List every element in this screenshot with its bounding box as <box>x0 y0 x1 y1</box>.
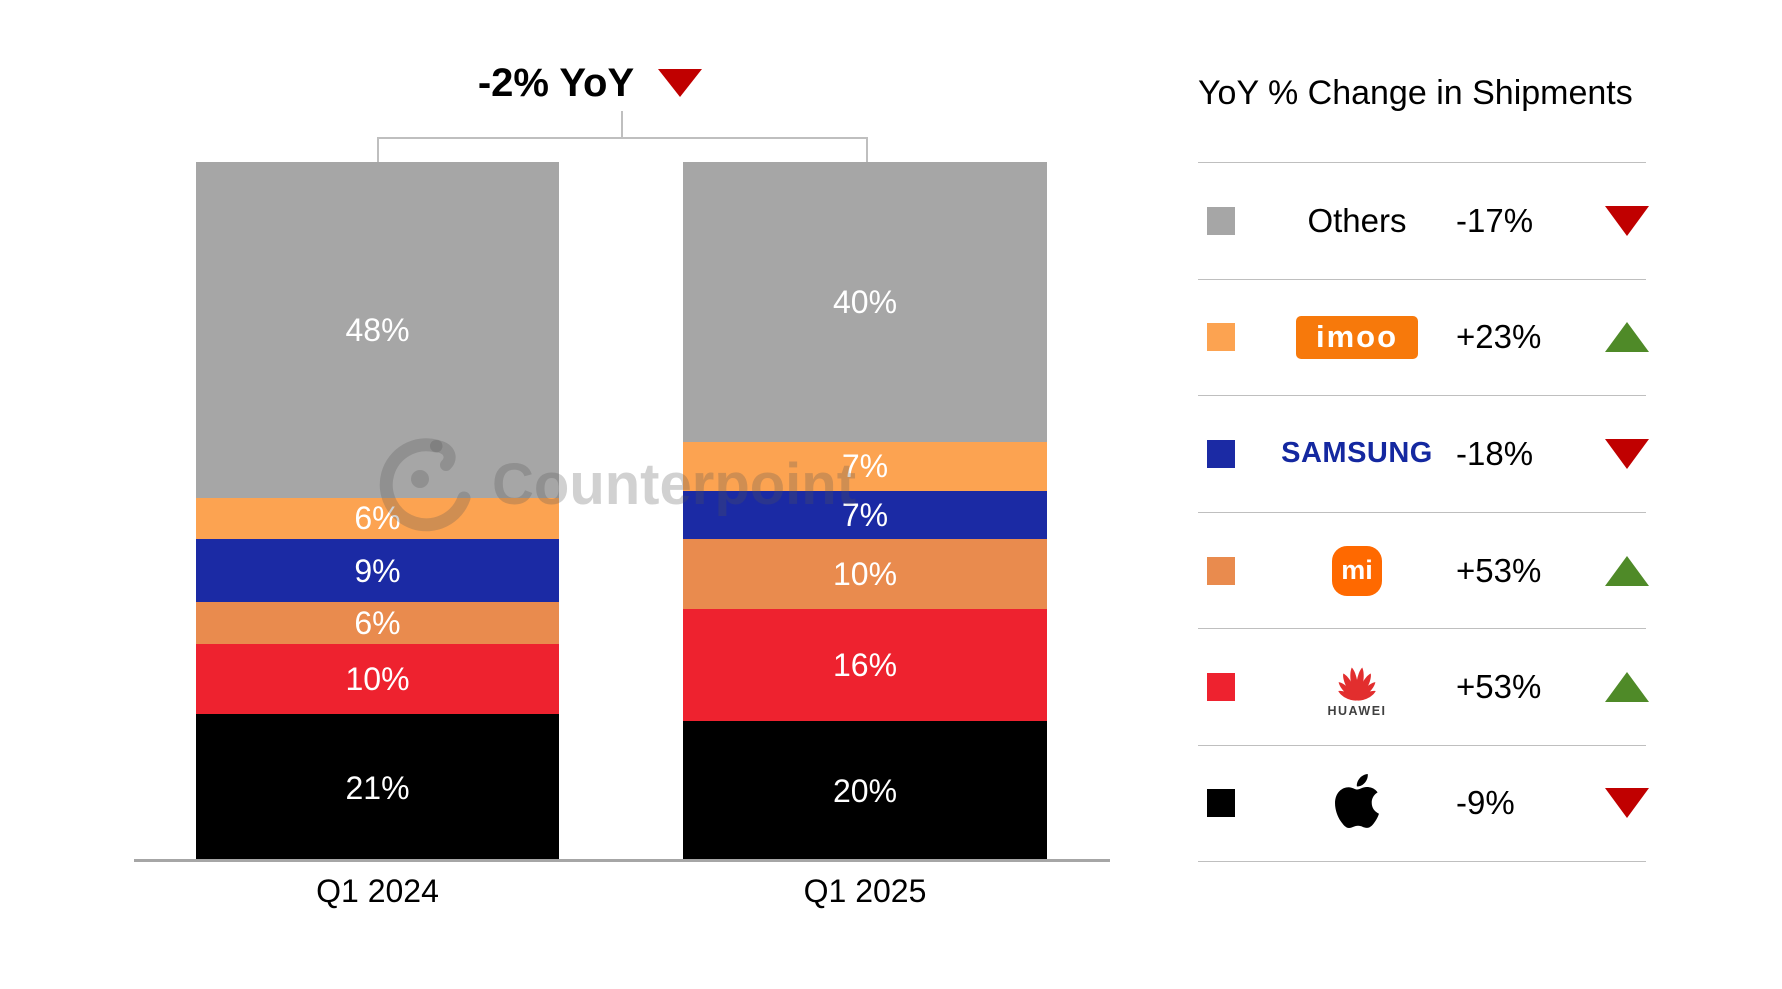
segment-value-label: 16% <box>832 647 898 684</box>
legend-change-value: -17% <box>1456 201 1534 239</box>
segment-value-label: 20% <box>832 773 898 810</box>
x-axis-line <box>134 859 1110 862</box>
samsung-logo: SAMSUNG <box>1281 437 1433 470</box>
legend-swatch <box>1207 789 1235 818</box>
segment-value-label: 48% <box>345 311 410 348</box>
bar-segment-imoo-q1-2025: 7% <box>683 441 1047 491</box>
mi-logo-text: mi <box>1341 555 1373 586</box>
legend-brand-cell: SAMSUNG <box>1267 437 1447 470</box>
legend-title: YoY % Change in Shipments <box>1198 74 1633 112</box>
legend-table: Others -17% imoo +23% SAMSUNG -18% mi +5… <box>1198 162 1649 862</box>
legend-row-xiaomi: mi +53% <box>1198 511 1649 629</box>
huawei-logo: HUAWEI <box>1326 656 1388 718</box>
legend-brand-cell: imoo <box>1267 315 1447 359</box>
bar-segment-huawei-q1-2024: 10% <box>196 644 559 715</box>
bar-segment-samsung-q1-2025: 7% <box>683 490 1047 540</box>
legend-swatch <box>1207 439 1235 468</box>
legend-brand-cell <box>1267 773 1447 833</box>
legend-change-value: +23% <box>1456 318 1542 356</box>
bracket-horizontal-line <box>377 137 868 139</box>
trend-down-triangle-icon <box>1605 438 1649 469</box>
yoy-down-triangle-icon <box>658 69 703 97</box>
legend-swatch-cell <box>1198 323 1267 352</box>
legend-swatch <box>1207 673 1235 702</box>
huawei-logo-text: HUAWEI <box>1327 704 1387 719</box>
legend-trend-cell <box>1577 438 1649 469</box>
segment-value-label: 40% <box>832 283 898 320</box>
apple-icon <box>1335 773 1379 828</box>
legend-row-huawei: HUAWEI +53% <box>1198 628 1649 745</box>
trend-up-triangle-icon <box>1605 672 1649 703</box>
legend-brand-cell: HUAWEI <box>1267 656 1447 718</box>
legend-swatch-cell <box>1198 439 1267 468</box>
legend-row-samsung: SAMSUNG -18% <box>1198 395 1649 512</box>
legend-swatch-cell <box>1198 789 1267 818</box>
legend-swatch-cell <box>1198 206 1267 235</box>
segment-value-label: 7% <box>841 448 889 485</box>
bracket-right-tick <box>866 137 868 162</box>
legend-row-imoo: imoo +23% <box>1198 278 1649 396</box>
legend-swatch <box>1207 206 1235 235</box>
segment-value-label: 10% <box>345 661 410 698</box>
legend-change-value: -18% <box>1456 434 1534 472</box>
legend-trend-cell <box>1577 555 1649 586</box>
segment-value-label: 7% <box>841 496 889 533</box>
segment-value-label: 9% <box>354 552 401 589</box>
imoo-logo: imoo <box>1296 315 1418 359</box>
trend-up-triangle-icon <box>1605 322 1649 353</box>
chart-title-text: -2% YoY <box>477 60 635 105</box>
bar-q1-2025: 40% 7% 7% 10% 16% 20% <box>683 162 1047 861</box>
legend-change-value: +53% <box>1456 551 1542 589</box>
x-axis-label-q1-2025: Q1 2025 <box>803 873 927 909</box>
bar-segment-others-q1-2025: 40% <box>683 162 1047 442</box>
legend-trend-cell <box>1577 205 1649 236</box>
bar-segment-others-q1-2024: 48% <box>196 162 559 498</box>
segment-value-label: 10% <box>832 556 898 593</box>
xiaomi-mi-logo: mi <box>1332 545 1382 596</box>
apple-logo <box>1335 773 1379 833</box>
legend-swatch-cell <box>1198 673 1267 702</box>
legend-trend-cell <box>1577 672 1649 703</box>
legend-trend-cell <box>1577 322 1649 353</box>
bar-segment-xiaomi-q1-2024: 6% <box>196 602 559 645</box>
bar-segment-xiaomi-q1-2025: 10% <box>683 539 1047 610</box>
segment-value-label: 21% <box>345 769 410 806</box>
trend-up-triangle-icon <box>1605 555 1649 586</box>
trend-down-triangle-icon <box>1605 205 1649 236</box>
huawei-flower-icon <box>1338 667 1376 701</box>
legend-swatch <box>1207 323 1235 352</box>
legend-brand-cell: mi <box>1267 545 1447 596</box>
legend-brand-cell: Others <box>1267 202 1447 240</box>
bar-segment-huawei-q1-2025: 16% <box>683 609 1047 722</box>
legend-swatch-cell <box>1198 556 1267 585</box>
legend-trend-cell <box>1577 788 1649 819</box>
bar-segment-samsung-q1-2024: 9% <box>196 539 559 603</box>
chart-title: -2% YoY <box>350 58 830 108</box>
legend-change-value: -9% <box>1456 784 1515 822</box>
segment-value-label: 6% <box>354 500 401 537</box>
bar-segment-apple-q1-2025: 20% <box>683 721 1047 861</box>
trend-down-triangle-icon <box>1605 788 1649 819</box>
legend-row-apple: -9% <box>1198 744 1649 862</box>
x-axis-label-q1-2024: Q1 2024 <box>316 873 439 909</box>
bar-segment-apple-q1-2024: 21% <box>196 714 559 861</box>
legend-brand-label: Others <box>1307 201 1407 239</box>
bar-segment-imoo-q1-2024: 6% <box>196 497 559 540</box>
legend-swatch <box>1207 556 1235 585</box>
legend-change-value: +53% <box>1456 668 1542 706</box>
legend-row-others: Others -17% <box>1198 162 1649 279</box>
bar-q1-2024: 48% 6% 9% 6% 10% 21% <box>196 162 559 861</box>
bracket-left-tick <box>377 137 379 162</box>
segment-value-label: 6% <box>354 605 401 642</box>
bracket-title-stem <box>621 111 623 138</box>
